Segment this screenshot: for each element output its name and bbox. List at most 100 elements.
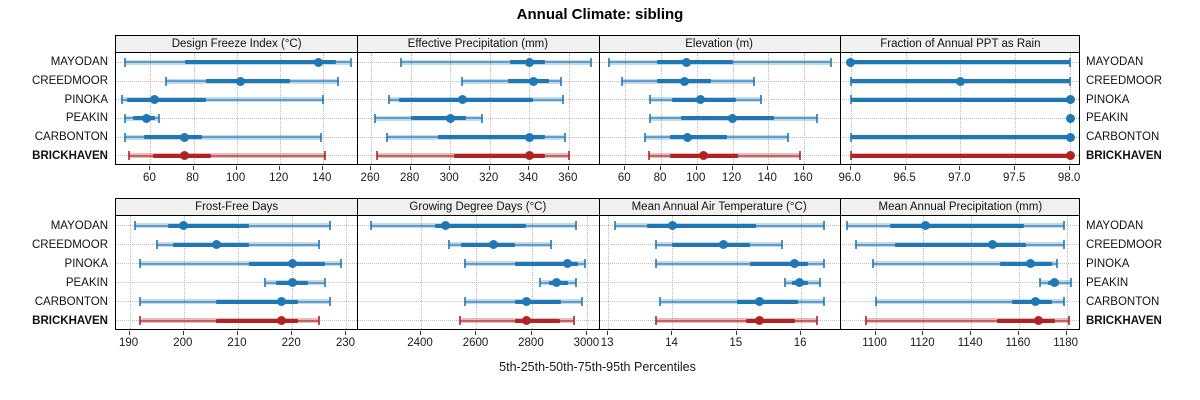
axis-tick	[767, 166, 769, 170]
axis-tick-label: 2600	[462, 337, 489, 349]
median-dot	[236, 76, 246, 86]
interval-end-cap	[550, 240, 553, 249]
median-dot	[921, 221, 931, 230]
axis-tick-label: 300	[439, 172, 459, 184]
gridline	[236, 53, 239, 164]
panel-divider	[357, 53, 359, 164]
median-dot	[719, 240, 729, 249]
interval-end-cap	[1039, 278, 1042, 287]
median-dot	[488, 240, 498, 249]
interval-end-cap	[1063, 297, 1066, 306]
median-dot	[1065, 151, 1075, 161]
interval-end-cap	[447, 240, 450, 249]
axis-tick-label: 16	[793, 337, 807, 349]
gridline	[279, 53, 282, 164]
gridline	[732, 53, 735, 164]
interval-end-cap	[374, 113, 377, 123]
panel-divider	[357, 199, 359, 215]
gridline	[183, 216, 186, 329]
axis-tick-label: 80	[186, 172, 199, 184]
interval-end-cap	[799, 151, 802, 161]
panel-title: Effective Precipitation (mm)	[407, 38, 549, 50]
interval-end-cap	[589, 57, 592, 67]
gridline	[292, 216, 294, 329]
axis-tick-label: 1120	[909, 337, 935, 349]
interval-end-cap	[1069, 76, 1072, 86]
median-dot	[276, 297, 286, 306]
row-label-left: MAYODAN	[50, 56, 108, 69]
interval-end-cap	[321, 95, 324, 105]
interval-25-75-segment	[410, 116, 466, 121]
interval-end-cap	[370, 221, 373, 230]
median-dot	[846, 57, 856, 67]
row-label-left: BRICKHAVEN	[32, 149, 108, 162]
axis-tick	[128, 331, 130, 335]
axis-tick	[735, 331, 737, 335]
interval-end-cap	[874, 297, 877, 306]
row-guide-line	[116, 117, 1079, 120]
interval-5-95-line	[128, 154, 325, 157]
gridline	[421, 216, 423, 329]
interval-end-cap	[816, 316, 819, 325]
median-dot	[955, 76, 965, 86]
strip-row: Frost-Free Days Growing Degree Days (°C) M…	[115, 198, 1080, 216]
axis-tick-label: 200	[173, 337, 193, 349]
row-label-left: BRICKHAVEN	[32, 314, 108, 327]
row-label-left: PINOKA	[64, 93, 108, 106]
panel-title: Frost-Free Days	[195, 201, 279, 213]
axis-tick	[695, 166, 697, 170]
axis-tick	[1065, 331, 1067, 335]
median-dot	[521, 297, 531, 306]
interval-end-cap	[855, 240, 858, 249]
interval-end-cap	[872, 259, 875, 268]
panel-divider	[839, 53, 841, 164]
interval-end-cap	[608, 57, 611, 67]
interval-end-cap	[752, 76, 755, 86]
median-dot	[695, 95, 705, 105]
row-label-left: PINOKA	[64, 257, 108, 270]
axis-tick	[660, 166, 662, 170]
interval-end-cap	[127, 151, 130, 161]
median-dot	[1031, 297, 1041, 306]
median-dot	[179, 221, 189, 230]
median-dot	[524, 132, 534, 142]
interval-end-cap	[319, 132, 322, 142]
interval-5-95-line	[140, 262, 341, 265]
axis-tick-label: 97.5	[1003, 172, 1026, 184]
axis-tick	[803, 166, 804, 170]
gridline	[1018, 216, 1021, 329]
axis-tick	[420, 331, 422, 335]
interval-end-cap	[139, 316, 142, 325]
interval-25-75-segment	[999, 261, 1053, 266]
row-label-right: PINOKA	[1086, 93, 1130, 106]
interval-end-cap	[264, 278, 267, 287]
axis-tick	[849, 166, 851, 170]
row-label-left: CREEDMOOR	[31, 238, 108, 251]
interval-end-cap	[329, 297, 332, 306]
gridline	[661, 53, 663, 164]
median-dot	[457, 95, 467, 105]
row-guide-line	[116, 61, 1079, 64]
median-dot	[1050, 278, 1060, 287]
axis-tick	[236, 331, 238, 335]
gridline	[568, 53, 571, 164]
median-dot	[313, 57, 323, 67]
interval-end-cap	[1069, 57, 1072, 67]
panel-title: Design Freeze Index (°C)	[171, 38, 302, 50]
axis-tick	[970, 331, 972, 335]
x-axis-caption: 5th-25th-50th-75th-95th Percentiles	[499, 360, 696, 374]
axis-tick-label: 13	[600, 337, 614, 349]
row-guide-line	[116, 263, 1079, 265]
median-dot	[681, 57, 691, 67]
axis-tick	[370, 166, 372, 170]
row-guide-line	[116, 282, 1079, 284]
interval-25-75-segment	[438, 135, 546, 139]
axis-tick	[235, 166, 237, 170]
gridline	[322, 53, 325, 164]
interval-end-cap	[561, 95, 564, 105]
interval-end-cap	[164, 76, 167, 86]
interval-end-cap	[822, 221, 825, 230]
interval-25-75-segment	[850, 97, 1071, 102]
row-guide-line	[116, 244, 1079, 246]
